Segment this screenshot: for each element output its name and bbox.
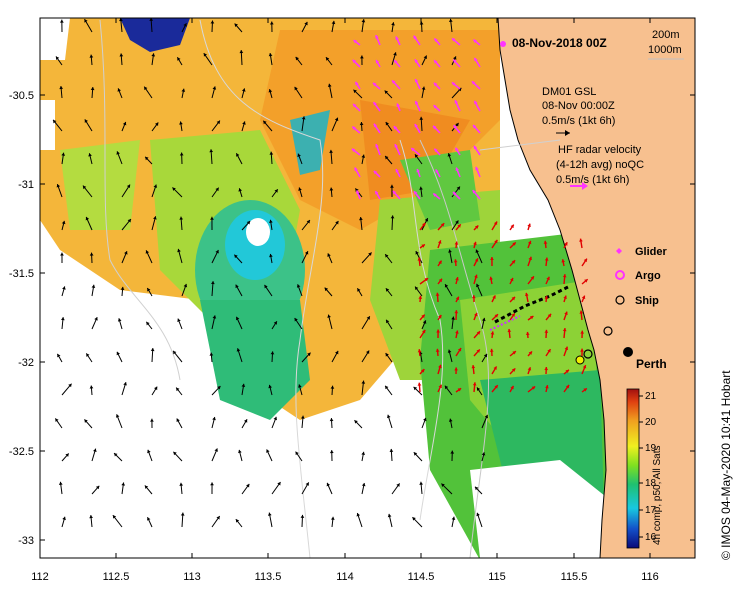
x-tick-label: 114.5 [408,571,435,583]
colorbar-label: 4h comp, p50, All Sats [652,445,663,545]
argo-legend-symbol [615,270,625,280]
x-tick-label: 114 [336,571,354,583]
glider-legend-symbol [616,248,622,254]
colorbar [626,388,640,549]
hf-legend-line1: HF radar velocity [558,144,642,156]
glider-track [494,284,571,324]
land [498,18,695,558]
hf-legend-scale: 0.5m/s (1kt 6h) [556,174,629,186]
argo-legend-label: Argo [635,270,661,282]
glider-marker [500,41,506,47]
glider-legend-scale: 0.5m/s (1kt 6h) [542,115,615,127]
glider-legend-title: DM01 GSL [542,86,596,98]
colorbar-tick-label: 17 [645,505,657,516]
colorbar-tick-label: 20 [645,417,657,428]
colorbar-tick-label: 21 [645,391,657,402]
y-tick-label: -32 [18,357,34,369]
map-timestamp: 08-Nov-2018 00Z [512,36,607,50]
y-tick-label: -33 [18,535,34,547]
hf-legend-line2: (4-12h avg) noQC [556,159,644,171]
x-tick-label: 115.5 [561,571,588,583]
colorbar-tick-label: 16 [645,532,657,543]
x-tick-label: 113 [183,571,201,583]
credit-label: © IMOS 04-May-2020 10:41 Hobart [719,370,733,560]
depth-legend-200m: 200m [652,29,680,41]
plot-frame [39,17,696,559]
y-tick-label: -30.5 [9,90,34,102]
colorbar-tick-label: 19 [645,443,657,454]
perth-marker [623,347,633,357]
y-tick-label: -32.5 [9,446,34,458]
y-tick-label: -31.5 [9,268,34,280]
x-tick-label: 115 [488,571,506,583]
glider-legend-time: 08-Nov 00:00Z [542,100,615,112]
sst-field [40,18,695,558]
x-tick-label: 112 [31,571,49,583]
colorbar-tick-label: 18 [645,478,657,489]
x-tick-label: 112.5 [103,571,130,583]
x-tick-label: 116 [641,571,659,583]
city-label: Perth [636,357,667,371]
x-tick-label: 113.5 [255,571,282,583]
ship-legend-symbol [615,295,625,305]
ship-marker [603,326,613,336]
ship-legend-label: Ship [635,295,659,307]
y-tick-label: -31 [18,179,34,191]
depth-legend-1000m: 1000m [648,44,682,56]
glider-legend-label: Glider [635,246,668,258]
